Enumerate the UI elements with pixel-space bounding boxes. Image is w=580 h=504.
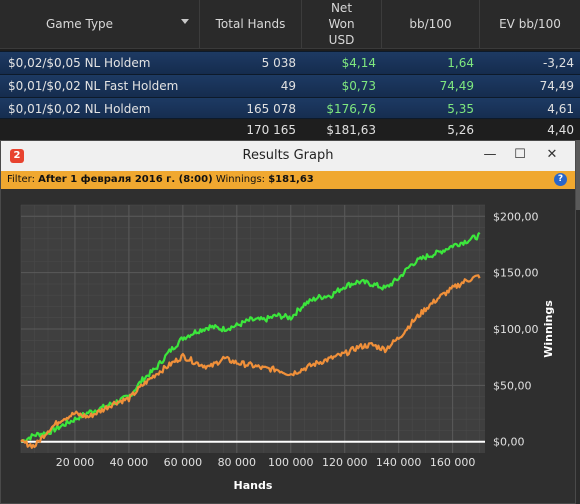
window-title: Results Graph (242, 148, 334, 163)
winnings-value: $181,63 (268, 174, 314, 185)
net-won-cell: $4,14 (341, 56, 376, 70)
bb100-cell: 74,49 (439, 79, 474, 93)
ev-bb100-cell: 4,61 (547, 102, 574, 116)
minimize-button[interactable]: — (483, 147, 497, 162)
table-row[interactable]: $0,01/$0,02 NL Fast Holdem 49 $0,73 74,4… (0, 74, 580, 97)
bb100-sum: 5,26 (447, 123, 474, 137)
game-type-cell: $0,01/$0,02 NL Fast Holdem (8, 79, 179, 93)
bb100-cell: 1,64 (447, 56, 474, 70)
x-axis-label: Hands (234, 479, 273, 492)
column-header-ev-bb100[interactable]: EV bb/100 (499, 17, 561, 31)
help-icon[interactable]: ? (554, 173, 567, 186)
ev-winnings-series-line (20, 274, 481, 449)
x-tick-label: 160 000 (430, 456, 476, 469)
y-tick-label: $0,00 (493, 436, 525, 449)
x-tick-label: 80 000 (218, 456, 257, 469)
x-tick-label: 100 000 (268, 456, 314, 469)
close-button[interactable]: ✕ (546, 147, 558, 162)
filter-label: Filter: (7, 174, 35, 185)
net-won-cell: $0,73 (341, 79, 376, 93)
table-row[interactable]: $0,01/$0,02 NL Holdem 165 078 $176,76 5,… (0, 97, 580, 120)
results-graph-window: 2 Results Graph — ☐ ✕ Filter: After 1 фе… (0, 140, 576, 504)
scrollbar[interactable] (576, 140, 580, 210)
column-header-net-won[interactable]: Net Won USD (302, 0, 382, 48)
maximize-button[interactable]: ☐ (514, 147, 526, 162)
app-logo-icon: 2 (10, 149, 24, 163)
winnings-label: Winnings: (215, 174, 266, 185)
column-header-game-type[interactable]: Game Type (0, 0, 200, 48)
bb100-cell: 5,35 (447, 102, 474, 116)
results-chart: $0,00 $50,00 $100,00 $150,00 $200,00 20 000 40… (20, 204, 555, 492)
ev-bb100-sum: 4,40 (547, 123, 574, 137)
y-tick-label: $150,00 (493, 267, 539, 280)
window-titlebar[interactable]: 2 Results Graph — ☐ ✕ (1, 141, 575, 171)
net-won-cell: $176,76 (326, 102, 376, 116)
game-type-cell: $0,01/$0,02 NL Holdem (8, 102, 151, 116)
filter-value: After 1 февраля 2016 г. (8:00) (38, 174, 213, 185)
x-tick-label: 120 000 (322, 456, 368, 469)
column-header-bb100[interactable]: bb/100 (382, 0, 480, 48)
net-won-sum: $181,63 (326, 123, 376, 137)
table-header: Game Type Total Hands Net Won USD bb/100… (0, 0, 580, 49)
total-hands-sum: 170 165 (246, 123, 296, 137)
ev-bb100-cell: 74,49 (539, 79, 574, 93)
filter-bar: Filter: After 1 февраля 2016 г. (8:00) W… (1, 171, 575, 189)
x-tick-label: 140 000 (376, 456, 422, 469)
stats-table: Game Type Total Hands Net Won USD bb/100… (0, 0, 580, 141)
x-tick-label: 20 000 (56, 456, 95, 469)
total-hands-cell: 5 038 (261, 56, 296, 70)
sort-dropdown-icon[interactable] (181, 19, 189, 24)
y-axis-label: Winnings (542, 300, 555, 358)
total-hands-cell: 165 078 (246, 102, 296, 116)
column-header-total-hands[interactable]: Total Hands (200, 0, 302, 48)
game-type-cell: $0,02/$0,05 NL Holdem (8, 56, 151, 70)
table-total-row: 170 165 $181,63 5,26 4,40 (0, 118, 580, 141)
ev-bb100-cell: -3,24 (542, 56, 574, 70)
x-tick-label: 40 000 (110, 456, 149, 469)
y-tick-label: $200,00 (493, 210, 539, 223)
table-row[interactable]: $0,02/$0,05 NL Holdem 5 038 $4,14 1,64 -… (0, 51, 580, 74)
y-tick-label: $100,00 (493, 323, 539, 336)
total-hands-cell: 49 (280, 79, 296, 93)
y-tick-label: $50,00 (493, 379, 532, 392)
x-tick-label: 60 000 (164, 456, 203, 469)
